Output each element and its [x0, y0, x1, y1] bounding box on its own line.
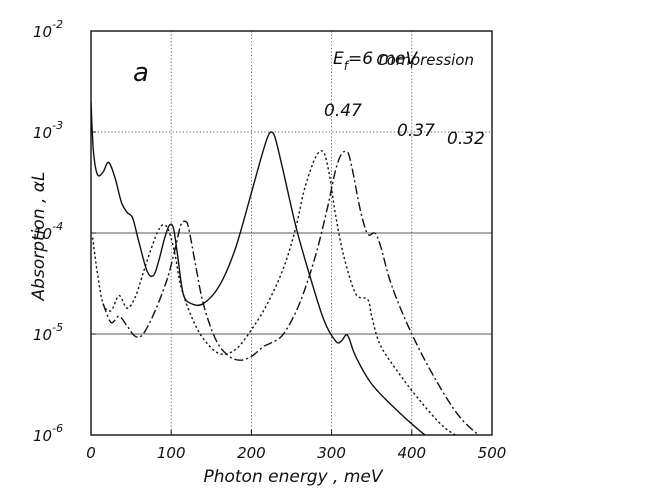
- x-tick-labels: 0 100 200 300 400 500: [86, 430, 506, 462]
- y-tick-label: 10-2: [33, 18, 63, 41]
- x-tick-label: 400: [397, 444, 426, 462]
- panel-label: a: [133, 58, 149, 88]
- peak-label-037: 0.37: [397, 121, 435, 141]
- series-line-047: [91, 101, 427, 435]
- x-tick-label: 300: [317, 444, 346, 462]
- x-tick-label: 200: [237, 444, 266, 462]
- peak-label-047: 0.47: [324, 101, 362, 121]
- peak-label-032: 0.32: [447, 129, 485, 149]
- y-tick-label: 10-4: [33, 220, 63, 243]
- mode-label: Compression: [376, 51, 474, 69]
- fermi-energy-symbol: E: [333, 49, 344, 69]
- y-tick-labels: 10-6 10-5 10-4 10-3 10-2: [33, 18, 96, 445]
- y-axis-label: Absorption , αL: [29, 172, 49, 302]
- series-line-032: [102, 150, 480, 435]
- fermi-energy-subscript: f: [344, 59, 350, 73]
- fermi-energy-value: =6 meV: [348, 49, 418, 69]
- fermi-energy-label: Ef=6 meV: [333, 49, 418, 73]
- y-tick-label: 10-6: [33, 422, 63, 445]
- x-tick-label: 0: [86, 444, 96, 462]
- data-series: [91, 101, 480, 435]
- y-tick-label: 10-3: [33, 119, 63, 142]
- x-tick-label: 500: [478, 444, 507, 462]
- x-tick-label: 100: [157, 444, 186, 462]
- y-tick-label: 10-5: [33, 321, 63, 344]
- x-axis-label: Photon energy , meV: [203, 467, 383, 487]
